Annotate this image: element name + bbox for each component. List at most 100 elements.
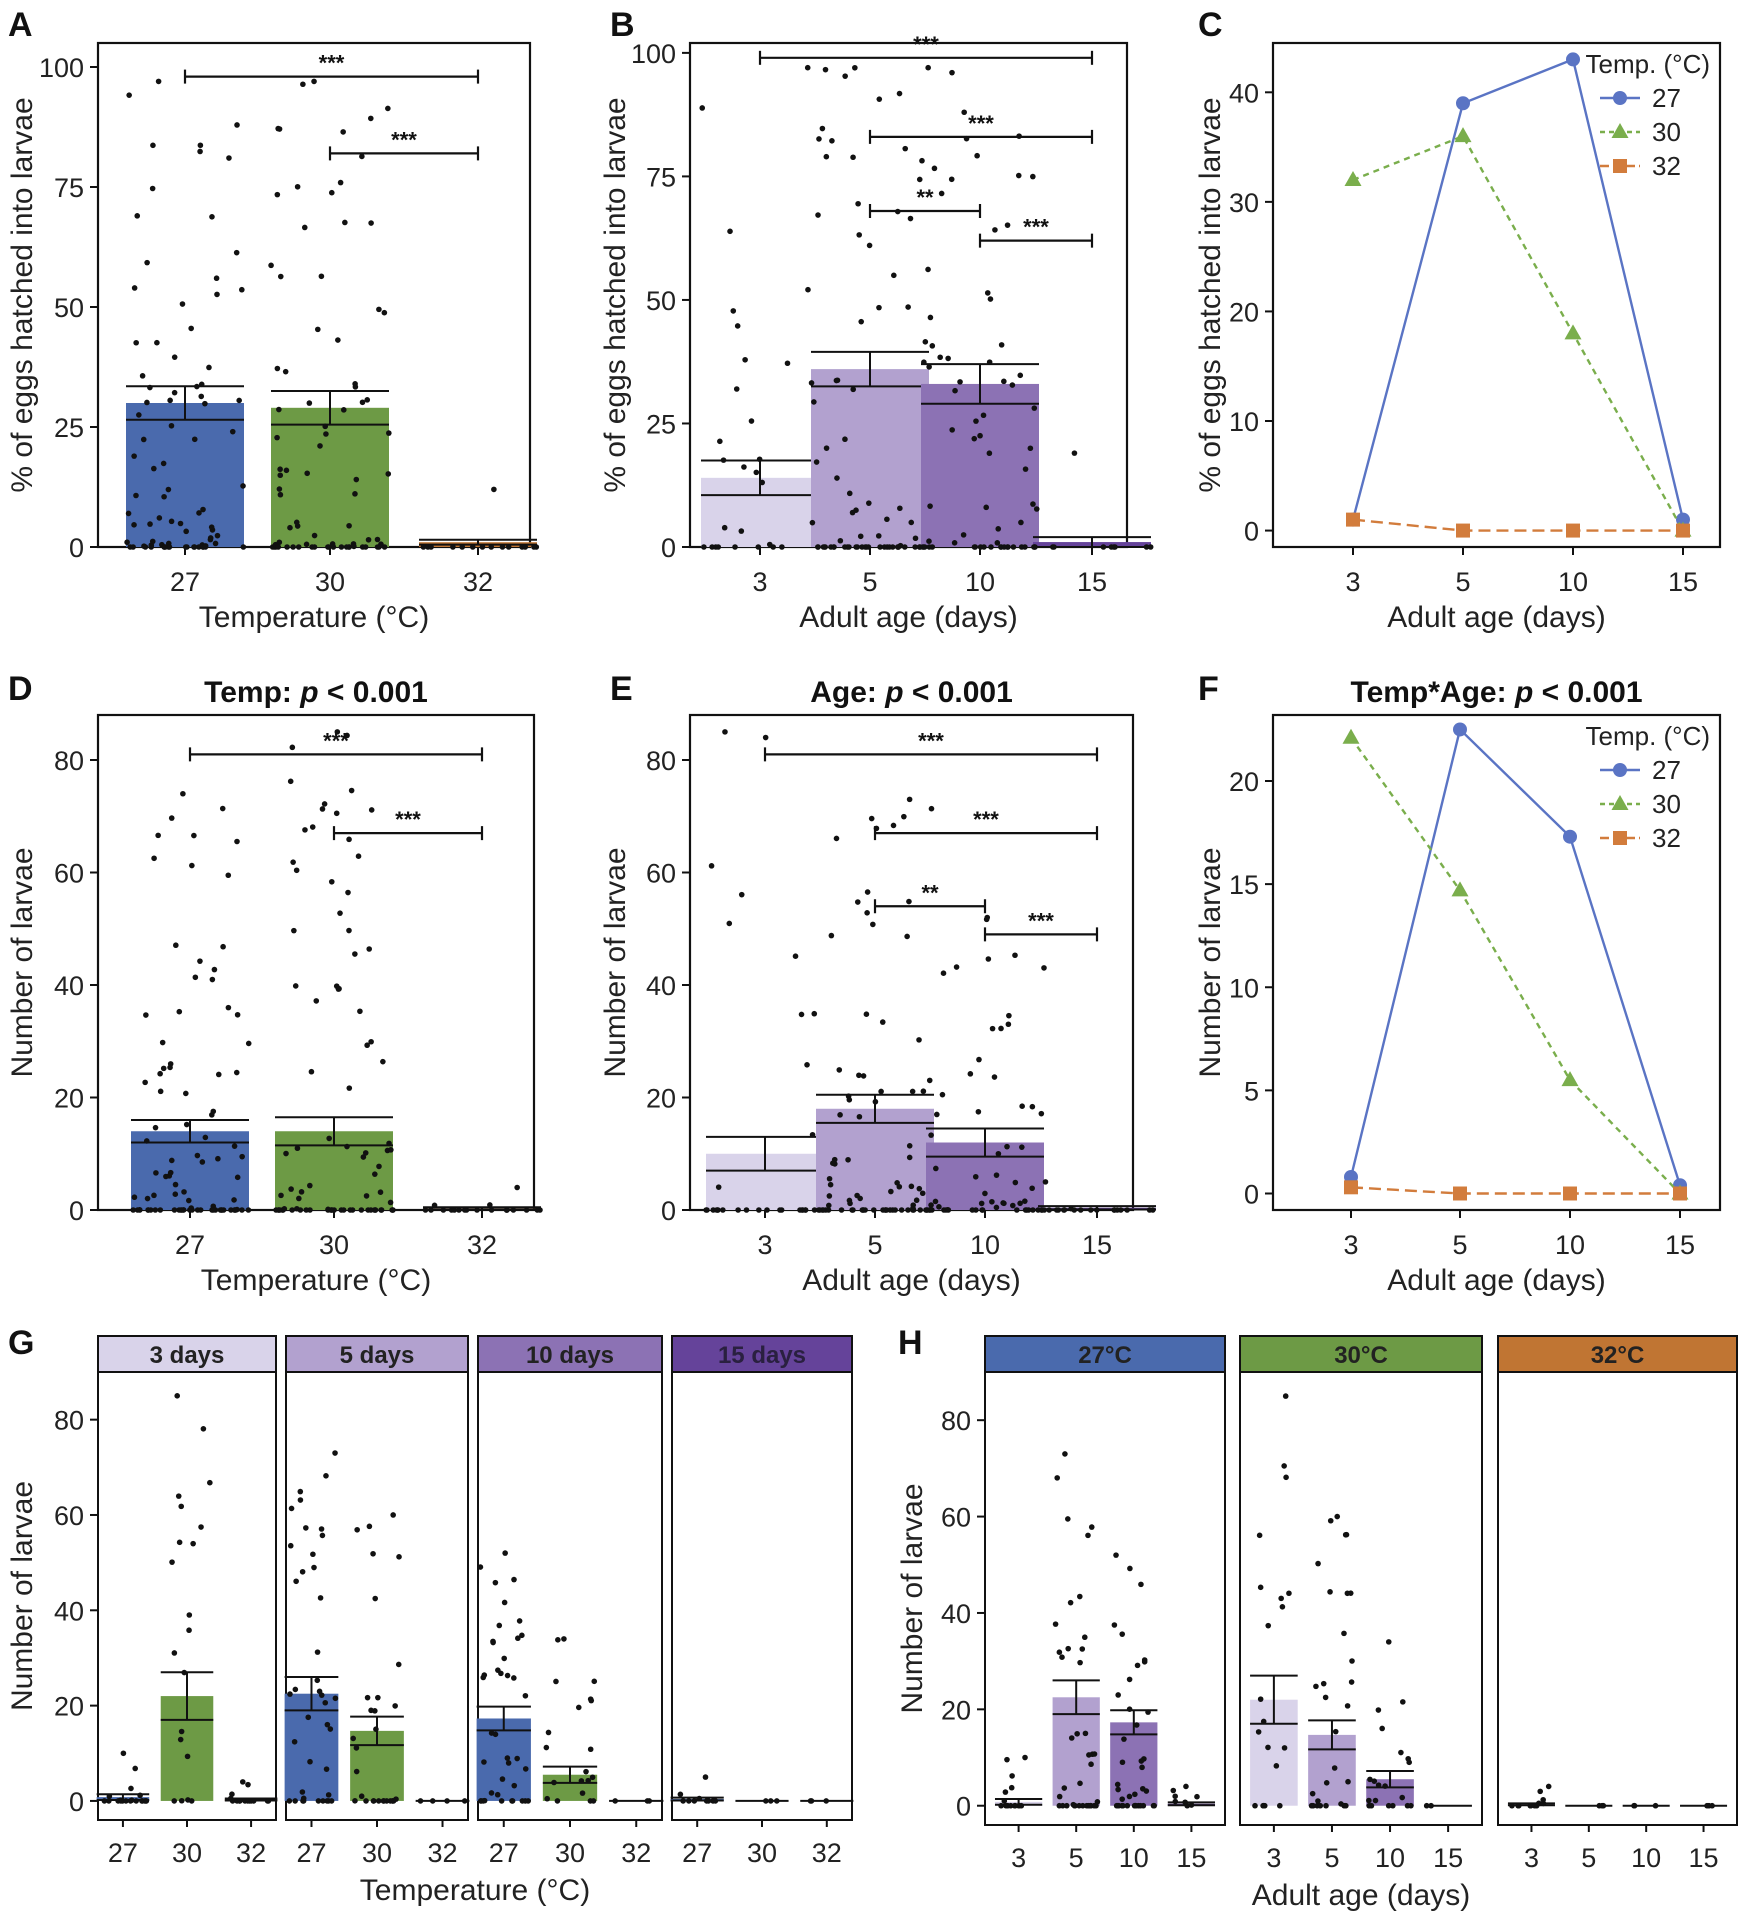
data-point [846,490,853,497]
data-point [375,1694,381,1701]
data-point [1147,544,1154,550]
data-point [234,838,240,845]
data-point [295,544,302,550]
data-point [325,1207,331,1213]
data-point [826,1175,833,1182]
data-point [837,1112,843,1118]
data-point [283,467,290,474]
data-point [144,399,150,406]
data-point [451,1207,458,1213]
panel-letter: H [898,1324,923,1362]
x-tick-label: 32 [621,1838,651,1868]
data-point [886,544,893,550]
data-point [928,1202,934,1208]
data-point [961,109,967,116]
data-point [1141,1657,1148,1663]
data-point [921,359,927,366]
data-point [1372,1797,1379,1804]
x-axis-label: Adult age (days) [1387,601,1605,634]
y-tick-label: 60 [54,859,84,889]
data-point [998,1025,1004,1032]
data-point [420,544,427,550]
x-tick-label: 30 [319,1230,349,1260]
data-point [969,1207,976,1213]
data-point [1257,1696,1264,1702]
data-point [125,510,132,517]
data-point [185,1197,192,1204]
data-point [318,273,325,280]
data-point [388,1147,394,1153]
x-tick-label: 27 [175,1230,205,1260]
data-point [1531,1802,1538,1809]
y-tick-label: 80 [54,746,84,776]
data-point [364,1694,371,1701]
data-point [910,1205,916,1211]
data-point [450,544,456,550]
data-point [479,544,486,550]
data-point [155,832,161,839]
x-tick-label: 32 [812,1838,842,1868]
data-point [811,399,817,405]
data-point [951,540,958,546]
data-point [171,389,178,396]
data-point [777,1207,783,1213]
data-point [1184,1802,1191,1809]
data-point [278,1192,284,1199]
data-point [287,1691,293,1697]
data-point [866,500,872,506]
data-point [1323,1802,1329,1809]
data-point [511,1782,518,1789]
data-point [277,466,283,473]
data-point [289,1207,295,1213]
data-point [373,1726,379,1732]
data-point [178,1797,185,1804]
data-point [1375,1782,1382,1788]
data-point [1113,1552,1119,1558]
data-point [748,418,755,424]
data-point [498,1670,504,1677]
data-point [833,377,840,384]
data-point [877,544,883,550]
data-point [297,1497,304,1503]
data-point [511,1576,517,1583]
data-point [291,1738,298,1745]
data-point [857,533,864,540]
y-tick-label: 20 [1229,297,1259,327]
data-point [293,867,300,874]
data-point [555,1637,561,1643]
data-point [239,1153,245,1160]
data-point [233,1069,240,1076]
data-point [210,1207,217,1213]
data-point [1009,382,1016,388]
data-point [1141,1756,1147,1762]
data-point [317,1595,324,1601]
data-point [704,1207,710,1213]
data-point [1139,1764,1145,1771]
data-point [875,533,882,539]
data-point [244,1798,251,1804]
x-tick-label: 32 [236,1838,266,1868]
data-point [250,1798,257,1804]
data-point [311,78,317,85]
data-point [231,1197,237,1203]
data-point [1089,1751,1096,1758]
data-point [377,1189,384,1195]
data-point [505,1760,512,1766]
data-point [385,471,392,477]
data-point [762,734,769,741]
data-point [344,1143,350,1150]
data-point [1022,1754,1028,1761]
data-point [1278,1595,1284,1602]
data-point [156,515,163,521]
x-tick-label: 5 [1581,1843,1596,1873]
data-point [321,801,328,807]
data-point [1132,1802,1138,1809]
panel-G-facets: 0 20 40 60 80 Number of larvae Temperature (°C… [6,1335,854,1907]
data-point [879,1019,886,1025]
data-point [929,343,936,349]
y-axis-label: Number of larvae [599,847,632,1077]
data-point [735,1207,741,1213]
significance-label: *** [918,728,944,753]
data-point [151,465,157,472]
data-point [304,470,311,477]
